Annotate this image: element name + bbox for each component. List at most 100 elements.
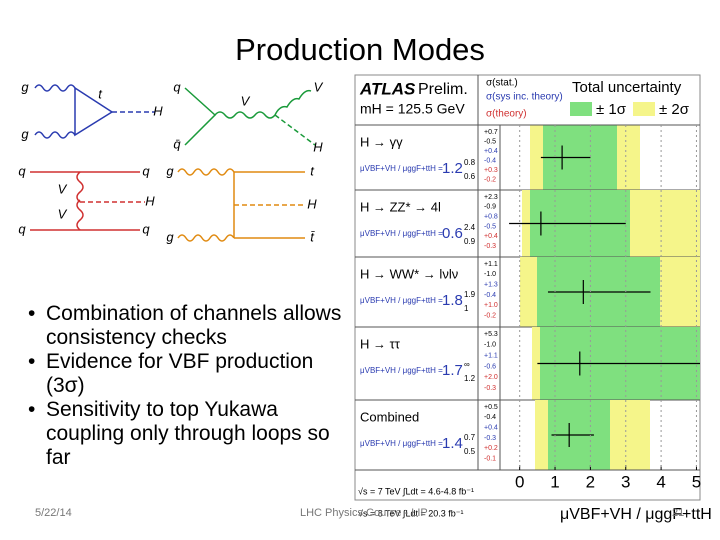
legend-two-sigma: ± 2σ [659,101,690,118]
panel-value: 1.7 [442,362,463,379]
side-label: +1.1 [484,261,498,268]
ratio-label: μVBF+VH / μggF+ttH = [360,229,443,238]
diagram-tth [177,168,305,242]
diagram-label: q [18,221,26,236]
panel-err-down: 1 [464,304,469,313]
legend-total: Total uncertainty [572,79,682,96]
side-label: +1.1 [484,353,498,360]
x-tick-label: 5 [692,472,701,491]
side-label: -1.0 [484,271,496,278]
panel-err-up: 0.7 [464,433,476,442]
plot-status: Prelim. [418,81,468,98]
panel-err-down: 0.9 [464,237,476,246]
channel-label: H → ττ [360,336,401,351]
bullet-list: Combination of channels allows consisten… [28,302,346,470]
diagram-label: H [153,103,163,118]
diagram-label: q̄ [173,136,181,151]
bullet: Combination of channels allows consisten… [28,302,346,350]
side-label: -1.0 [484,342,496,349]
plot-x-label: μVBF+VH / μggF+ttH [560,506,712,523]
diagram-label: V [58,181,68,196]
x-tick-label: 0 [515,472,524,491]
diagram-label: g [166,229,174,244]
diagram-label: q [142,163,150,178]
panel-value: 1.2 [442,160,463,177]
bullet: Sensitivity to top Yukawa coupling only … [28,398,346,470]
side-label: +0.5 [484,404,498,411]
panel-err-up: 2.4 [464,223,476,232]
side-label: +0.8 [484,214,498,221]
diagram-vbf [30,171,145,231]
side-label: +0.4 [484,425,498,432]
diagram-label: H [313,139,323,154]
legend-one-sigma: ± 1σ [596,101,627,118]
diagram-vh [184,87,316,146]
ratio-label: μVBF+VH / μggF+ttH = [360,164,443,173]
diagram-label: q [173,79,181,94]
diagram-label: g [21,126,29,141]
diagram-label: t [98,86,103,101]
x-tick-label: 2 [586,472,595,491]
ratio-label: μVBF+VH / μggF+ttH = [360,366,443,375]
diagram-label: q [18,163,26,178]
diagram-label: g [21,79,29,94]
side-label: -0.6 [484,363,496,370]
plot-experiment: ATLAS [359,79,416,98]
panel-err-down: 0.5 [464,447,476,456]
diagram-label: H [307,196,317,211]
diagram-ggf [34,84,155,139]
ratio-label: μVBF+VH / μggF+ttH = [360,296,443,305]
side-label: -0.1 [484,456,496,463]
plot-mass: mH = 125.5 GeV [360,101,465,117]
footer-course: LHC Physics Course - LIP [300,507,428,519]
diagram-label: H [145,193,155,208]
side-label: -0.2 [484,176,496,183]
footer-page: 21 [672,507,685,519]
panel-value: 1.8 [442,292,463,309]
plot-lumi7: √s = 7 TeV ∫Ldt = 4.6-4.8 fb⁻¹ [358,486,474,496]
side-label: +5.3 [484,331,498,338]
side-label: -0.9 [484,204,496,211]
x-tick-label: 1 [550,472,559,491]
panel-err-down: 0.6 [464,172,476,181]
panel-err-up: 0.8 [464,158,476,167]
legend-yellow [633,102,655,116]
channel-label: H → ZZ* → 4l [360,199,441,214]
diagram-label: g [166,163,174,178]
footer-date: 5/22/14 [35,507,72,519]
side-label: +0.3 [484,167,498,174]
legend-stat: σ(stat.) [486,78,518,89]
side-label: -0.3 [484,435,496,442]
diagram-label: V [314,79,324,94]
panel-err-down: 1.2 [464,374,476,383]
side-label: -0.3 [484,385,496,392]
bullet: Evidence for VBF production (3σ) [28,350,346,398]
channel-label: Combined [360,409,419,424]
panel-value: 1.4 [442,435,463,452]
diagram-label: q [142,221,150,236]
side-label: +0.2 [484,445,498,452]
side-label: +1.3 [484,282,498,289]
slide-title: Production Modes [235,32,485,67]
diagram-label: V [241,93,251,108]
side-label: -0.4 [484,414,496,421]
side-label: -0.5 [484,223,496,230]
side-label: -0.2 [484,313,496,320]
diagram-label: t [310,163,315,178]
side-label: +0.4 [484,233,498,240]
side-label: +0.7 [484,129,498,136]
x-tick-label: 3 [621,472,630,491]
legend-green [570,102,592,116]
ratio-label: μVBF+VH / μggF+ttH = [360,439,443,448]
diagram-label: t̄ [310,229,315,244]
diagram-label: V [58,206,68,221]
panel-err-up: 1.9 [464,290,476,299]
channel-label: H → γγ [360,134,403,149]
x-tick-label: 4 [656,472,665,491]
side-label: -0.4 [484,157,496,164]
side-label: -0.3 [484,243,496,250]
side-label: +0.4 [484,148,498,155]
